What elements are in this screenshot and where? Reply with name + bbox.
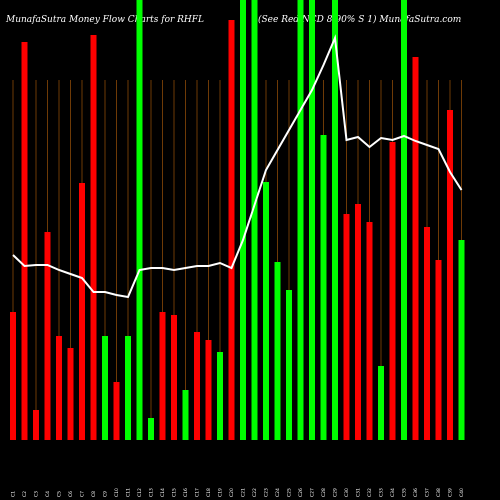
- bar: [320, 135, 327, 440]
- x-tick-label: C15: [172, 488, 178, 497]
- x-tick-label: C6: [68, 491, 74, 497]
- x-tick-label: C14: [160, 488, 166, 497]
- x-tick-label: C13: [149, 488, 155, 497]
- bar: [366, 222, 373, 440]
- x-tick-label: C5: [57, 491, 63, 497]
- bar: [240, 0, 246, 440]
- bar: [435, 260, 442, 440]
- bar: [332, 0, 338, 440]
- x-tick-label: C23: [264, 488, 270, 497]
- x-tick-label: C20: [229, 488, 235, 497]
- x-tick-label: C9: [103, 491, 109, 497]
- plot: C1 C2 C3 C4 C5 C6 C7 C8 C9 C10 C11 C12 C13 C14 C15 C16 C…: [10, 0, 465, 497]
- x-tick-label: C31: [356, 488, 362, 497]
- x-tick-label: C1: [11, 491, 17, 497]
- x-tick-label: C36: [413, 488, 419, 497]
- bar: [378, 366, 384, 440]
- x-tick-label: C11: [126, 488, 132, 497]
- bar: [424, 227, 430, 440]
- bar: [194, 332, 200, 440]
- bar: [458, 240, 465, 440]
- x-tick-label: C34: [390, 488, 396, 497]
- x-tick-label: C4: [45, 491, 51, 497]
- x-tick-label: C17: [195, 488, 201, 497]
- bar: [401, 0, 407, 440]
- x-tick-label: C8: [91, 491, 97, 497]
- bar: [33, 410, 39, 440]
- bar: [44, 232, 51, 440]
- x-tick-label: C24: [275, 488, 281, 497]
- bar: [10, 312, 16, 440]
- x-tick-label: C38: [436, 488, 442, 497]
- bar: [217, 352, 223, 440]
- x-tick-label: C12: [137, 488, 143, 497]
- bar: [67, 348, 74, 440]
- bar: [125, 336, 131, 440]
- x-tick-label: C19: [218, 488, 224, 497]
- bar: [56, 336, 62, 440]
- money-flow-line: [12, 34, 463, 299]
- x-tick-label: C22: [252, 488, 258, 497]
- bar: [251, 0, 258, 440]
- bar: [21, 42, 28, 440]
- x-tick-label: C16: [183, 488, 189, 497]
- bar: [286, 290, 292, 440]
- bar: [159, 312, 166, 440]
- x-tick-label: C33: [379, 488, 385, 497]
- bar: [447, 110, 453, 440]
- bar: [263, 182, 269, 440]
- bar: [274, 262, 281, 440]
- bar: [343, 214, 350, 440]
- x-tick-label: C30: [344, 488, 350, 497]
- bar: [412, 57, 419, 440]
- x-tick-label: C26: [298, 488, 304, 497]
- x-tick-label: C28: [321, 488, 327, 497]
- x-tick-label: C25: [287, 488, 293, 497]
- x-tick-label: C21: [241, 488, 247, 497]
- bar: [205, 340, 212, 440]
- x-tick-label: C18: [206, 488, 212, 497]
- x-tick-label: C7: [80, 491, 86, 497]
- x-tick-label: C3: [34, 491, 40, 497]
- x-tick-label: C37: [425, 488, 431, 497]
- bar: [171, 315, 177, 440]
- bar: [113, 382, 120, 440]
- chart-subtitle: (See Red NCD 8.90% S 1) MunafaSutra.com: [258, 14, 461, 25]
- x-tick-label: C40: [459, 488, 465, 497]
- bar: [148, 418, 154, 440]
- x-tick-label: C2: [22, 491, 28, 497]
- bar: [102, 336, 108, 440]
- bar: [355, 204, 361, 440]
- bar: [389, 142, 396, 440]
- x-tick-label: C32: [367, 488, 373, 497]
- bar: [297, 0, 304, 440]
- bar: [228, 20, 235, 440]
- bar: [79, 183, 85, 440]
- x-tick-label: C39: [448, 488, 454, 497]
- x-tick-label: C29: [333, 488, 339, 497]
- bar: [309, 0, 315, 440]
- bar: [90, 35, 97, 440]
- bar: [136, 0, 143, 440]
- bar: [182, 390, 189, 440]
- chart-title: MunafaSutra Money Flow Charts for RHFL: [5, 15, 204, 25]
- x-tick-label: C10: [114, 488, 120, 497]
- x-tick-label: C27: [310, 488, 316, 497]
- x-tick-label: C35: [402, 488, 408, 497]
